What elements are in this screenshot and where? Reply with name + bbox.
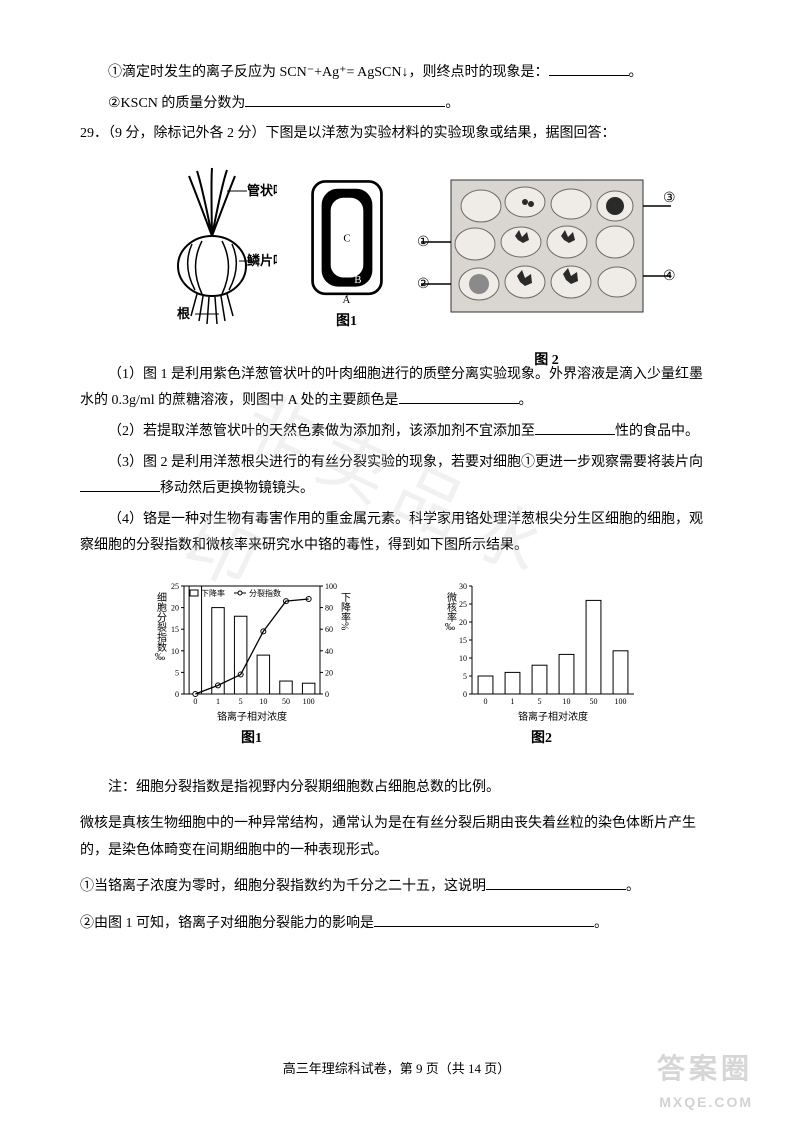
svg-text:5: 5 xyxy=(463,672,467,681)
q29-sub1: ①当铬离子浓度为零时，细胞分裂指数约为千分之二十五，这说明 。 xyxy=(80,874,713,901)
label-root: 根 xyxy=(177,306,191,321)
svg-text:40: 40 xyxy=(325,647,333,656)
svg-text:5: 5 xyxy=(238,697,242,706)
q29-p3b: 移动然后更换物镜镜头。 xyxy=(160,481,314,496)
q29-p2a: （2）若提取洋葱管状叶的天然色素做为添加剂，该添加剂不宜添加至 xyxy=(108,424,535,439)
q29-head: 29．（9 分，除标记外各 2 分）下图是以洋葱为实验材料的实验现象或结果，据图… xyxy=(80,121,713,148)
q29-s2b: 。 xyxy=(594,916,608,931)
micro-caption: 图 2 xyxy=(447,348,647,375)
svg-text:15: 15 xyxy=(459,636,467,645)
chart1-caption: 图1 xyxy=(241,726,262,753)
svg-text:③: ③ xyxy=(663,189,676,205)
cell-A: A xyxy=(342,294,350,306)
q29-p1b: 。 xyxy=(519,393,533,408)
svg-text:分裂指数: 分裂指数 xyxy=(249,588,281,598)
q29-p2b: 性的食品中。 xyxy=(615,424,699,439)
microscope-figure: ① ② ③ ④ 图 2 xyxy=(417,176,647,336)
svg-text:下降率: 下降率 xyxy=(201,588,225,598)
q28-l2b: 。 xyxy=(445,96,459,111)
svg-text:100: 100 xyxy=(302,697,314,706)
blank-s1 xyxy=(486,874,626,890)
svg-text:100: 100 xyxy=(614,697,626,706)
svg-text:铬离子相对浓度: 铬离子相对浓度 xyxy=(217,710,287,723)
q28-blank2 xyxy=(245,91,445,107)
blank-p1 xyxy=(399,388,519,404)
svg-text:0: 0 xyxy=(483,697,487,706)
svg-text:10: 10 xyxy=(459,654,467,663)
svg-text:0: 0 xyxy=(175,690,179,699)
chart1: 细胞分裂指数‰下降率%05101520250204060801000151050… xyxy=(152,574,352,724)
q29-s1a: ①当铬离子浓度为零时，细胞分裂指数约为千分之二十五，这说明 xyxy=(80,879,486,894)
corner-watermark-2: MXQE.COM xyxy=(659,1089,753,1116)
q29-sub2: ②由图 1 可知，铬离子对细胞分裂能力的影响是 。 xyxy=(80,911,713,938)
svg-text:微核率‰: 微核率‰ xyxy=(444,591,456,633)
q29-p3a: （3）图 2 是利用洋葱根尖进行的有丝分裂实验的现象，若要对细胞①更进一步观察需… xyxy=(108,455,703,470)
blank-p3 xyxy=(80,476,160,492)
svg-text:5: 5 xyxy=(537,697,541,706)
svg-text:10: 10 xyxy=(259,697,267,706)
svg-text:100: 100 xyxy=(325,582,337,591)
svg-text:10: 10 xyxy=(562,697,570,706)
svg-text:1: 1 xyxy=(216,697,220,706)
svg-text:50: 50 xyxy=(282,697,290,706)
cell-caption: 图1 xyxy=(336,309,357,336)
svg-text:80: 80 xyxy=(325,604,333,613)
cell-B: B xyxy=(354,274,361,286)
charts-row: 细胞分裂指数‰下降率%05101520250204060801000151050… xyxy=(80,574,713,753)
corner-watermark-1: 答案圈 xyxy=(657,1043,753,1096)
svg-text:细胞分裂指数‰: 细胞分裂指数‰ xyxy=(154,591,166,663)
svg-text:50: 50 xyxy=(589,697,597,706)
cell-C: C xyxy=(343,232,350,244)
q28-line1: ①滴定时发生的离子反应为 SCN⁻+Ag⁺= AgSCN↓，则终点时的现象是：。 xyxy=(80,60,713,87)
onion-figure: 管状叶 鳞片叶 根 xyxy=(147,166,277,336)
q28-l2a: ②KSCN 的质量分数为 xyxy=(108,96,245,111)
svg-text:10: 10 xyxy=(171,647,179,656)
label-tube: 管状叶 xyxy=(247,183,277,198)
svg-text:①: ① xyxy=(417,233,430,249)
q29-p3: （3）图 2 是利用洋葱根尖进行的有丝分裂实验的现象，若要对细胞①更进一步观察需… xyxy=(80,450,713,503)
label-scale: 鳞片叶 xyxy=(247,253,277,268)
cell-figure: C B A 图1 xyxy=(297,176,397,336)
svg-text:15: 15 xyxy=(171,625,179,634)
svg-text:5: 5 xyxy=(175,668,179,677)
chart1-wrap: 细胞分裂指数‰下降率%05101520250204060801000151050… xyxy=(152,574,352,753)
blank-p2 xyxy=(535,419,615,435)
q29-s1b: 。 xyxy=(626,879,640,894)
svg-text:④: ④ xyxy=(663,267,676,283)
note: 注：细胞分裂指数是指视野内分裂期细胞数占细胞总数的比例。 xyxy=(80,775,713,802)
svg-text:25: 25 xyxy=(459,600,467,609)
q29-p4: （4）铬是一种对生物有毒害作用的重金属元素。科学家用铬处理洋葱根尖分生区细胞的细… xyxy=(80,507,713,560)
svg-text:0: 0 xyxy=(325,690,329,699)
svg-text:30: 30 xyxy=(459,582,467,591)
q29-p2: （2）若提取洋葱管状叶的天然色素做为添加剂，该添加剂不宜添加至 性的食品中。 xyxy=(80,419,713,446)
svg-text:铬离子相对浓度: 铬离子相对浓度 xyxy=(518,710,588,723)
svg-text:20: 20 xyxy=(325,668,333,677)
chart2: 微核率‰0510152025300151050100铬离子相对浓度 xyxy=(442,574,642,724)
svg-text:25: 25 xyxy=(171,582,179,591)
q28-line2: ②KSCN 的质量分数为 。 xyxy=(80,91,713,118)
q28-blank1 xyxy=(549,60,629,76)
blank-s2 xyxy=(374,911,594,927)
svg-text:20: 20 xyxy=(171,604,179,613)
q28-l1-text: ①滴定时发生的离子反应为 SCN⁻+Ag⁺= AgSCN↓，则终点时的现象是： xyxy=(108,65,549,80)
svg-text:下降率%: 下降率% xyxy=(338,592,350,630)
svg-text:②: ② xyxy=(417,275,430,291)
svg-text:20: 20 xyxy=(459,618,467,627)
q29-s2a: ②由图 1 可知，铬离子对细胞分裂能力的影响是 xyxy=(80,916,374,931)
svg-text:1: 1 xyxy=(510,697,514,706)
chart2-wrap: 微核率‰0510152025300151050100铬离子相对浓度 图2 xyxy=(442,574,642,753)
chart2-caption: 图2 xyxy=(531,726,552,753)
micronote: 微核是真核生物细胞中的一种异常结构，通常认为是在有丝分裂后期由丧失着丝粒的染色体… xyxy=(80,811,713,864)
svg-text:0: 0 xyxy=(463,690,467,699)
svg-text:0: 0 xyxy=(193,697,197,706)
svg-text:60: 60 xyxy=(325,625,333,634)
figure-row-1: 管状叶 鳞片叶 根 C B A 图1 xyxy=(80,166,713,336)
